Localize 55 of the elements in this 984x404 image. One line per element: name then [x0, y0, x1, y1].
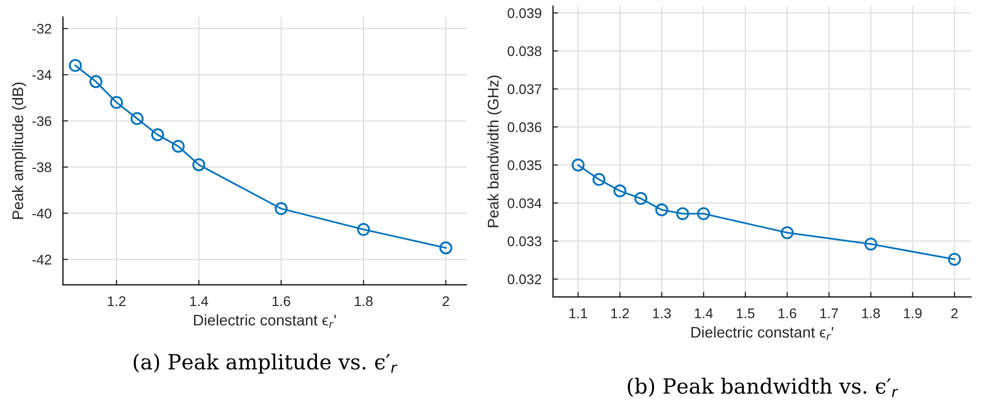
point — [634, 192, 648, 205]
point — [780, 226, 794, 240]
y-tick-label: -42 — [32, 254, 52, 264]
y-axis-title: Peak bandwidth (GHz) — [487, 76, 502, 228]
x-tick-label: 2 — [442, 296, 449, 306]
point — [439, 241, 452, 254]
point — [274, 202, 288, 216]
point — [357, 222, 370, 236]
y-axis-title: Peak amplitude (dB) — [12, 82, 26, 219]
point — [655, 203, 668, 216]
point — [572, 158, 585, 172]
point — [592, 172, 606, 186]
x-tick-label: 1.5 — [736, 308, 754, 318]
y-tick-label: -40 — [32, 208, 52, 218]
x-tick-label: 2 — [951, 308, 958, 318]
x-tick-label: 1.2 — [611, 308, 629, 318]
x-tick-label: 1.6 — [272, 296, 290, 306]
point — [697, 207, 710, 220]
y-tick-label: -32 — [32, 24, 52, 34]
x-tick-label: 1.8 — [354, 296, 373, 306]
y-tick-label: 0.039 — [508, 8, 542, 18]
x-axis-title: Dielectric constant ϵ$_{r}$' — [691, 326, 834, 340]
point — [89, 75, 102, 88]
y-tick-label: 0.037 — [508, 84, 542, 94]
point — [864, 238, 878, 251]
x-tick-label: 1.6 — [778, 308, 796, 318]
text: (b) Peak bandwidth vs. ϵ′$_{r}$ — [628, 378, 898, 398]
x-tick-label: 1.8 — [862, 308, 880, 318]
y-tick-label: 0.032 — [508, 274, 542, 284]
y-tick-label: 0.036 — [508, 122, 542, 132]
y-tick-label: -36 — [32, 116, 52, 126]
point — [130, 112, 144, 126]
y-tick-label: 0.038 — [508, 46, 542, 56]
y-tick-label: 0.035 — [508, 160, 542, 170]
x-tick-label: 1.2 — [108, 296, 126, 306]
x-tick-label: 1.3 — [653, 308, 671, 318]
x-tick-label: 1.4 — [694, 308, 713, 318]
x-tick-label: 1.7 — [820, 308, 838, 318]
y-tick-label: 0.034 — [508, 198, 542, 208]
point — [151, 128, 164, 142]
x-tick-label: 1.9 — [904, 308, 922, 318]
point — [948, 252, 961, 266]
x-tick-label: 1.1 — [570, 308, 588, 318]
point — [676, 207, 690, 220]
point — [110, 96, 123, 109]
y-tick-label: 0.033 — [508, 236, 542, 246]
y-tick-label: -38 — [32, 162, 52, 172]
y-tick-label: -34 — [32, 70, 52, 80]
point — [192, 158, 206, 172]
point — [613, 184, 626, 198]
x-tick-label: 1.4 — [190, 296, 208, 306]
point — [172, 140, 185, 153]
point — [68, 59, 82, 72]
text: (a) Peak amplitude vs. ϵ′$_{r}$ — [134, 353, 398, 374]
x-axis-title: Dielectric constant ϵ$_{r}$' — [194, 314, 336, 328]
